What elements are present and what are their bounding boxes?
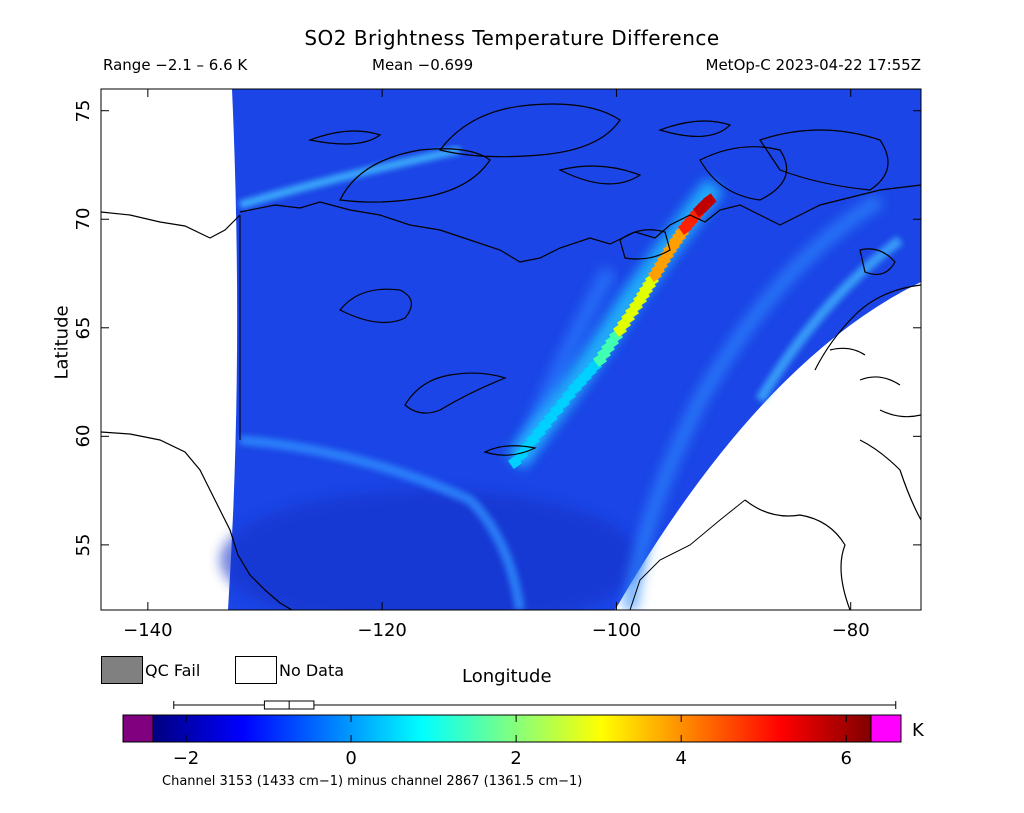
- distribution-boxplot: [173, 700, 897, 710]
- border-us-canada: [629, 499, 746, 610]
- swath-edge-arc: [623, 193, 884, 610]
- chart-title: SO2 Brightness Temperature Difference: [304, 26, 720, 50]
- x-tick-label: −120: [357, 620, 407, 641]
- swath-edge-arc: [239, 435, 525, 610]
- coastline-island: [699, 146, 788, 201]
- coastline-island: [759, 129, 889, 191]
- x-tick-label: −80: [831, 620, 870, 641]
- coastline-island: [658, 120, 732, 138]
- coastline-island: [438, 103, 621, 158]
- swath-edge-arc: [238, 146, 461, 209]
- coastline-alaska-north: [101, 211, 241, 239]
- y-tick-label: 55: [73, 533, 94, 557]
- coastline-island: [307, 130, 382, 145]
- x-tick-label: −100: [591, 620, 642, 641]
- satellite-time-readout: MetOp-C 2023-04-22 17:55Z: [705, 56, 921, 74]
- lake-great-bear: [339, 288, 412, 324]
- no-data-swatch: [235, 656, 277, 684]
- colorbar-gradient: [152, 714, 872, 743]
- coastline-northern-islands: [619, 229, 671, 260]
- colorbar-tick-label: 0: [345, 748, 357, 769]
- coastline-hudson-islands: [829, 347, 921, 418]
- qc-fail-swatch: [101, 656, 143, 684]
- coastline-island: [558, 165, 642, 185]
- range-readout: Range −2.1 – 6.6 K: [103, 56, 248, 74]
- coastline-arctic: [239, 184, 921, 263]
- lake-great-slave: [404, 372, 507, 414]
- colorbar-tick-label: 4: [675, 748, 687, 769]
- swath-edge-arc: [755, 236, 904, 403]
- colorbar-tick-label: −2: [172, 748, 200, 769]
- axis-ticks: [101, 89, 921, 610]
- y-tick-label: 65: [73, 316, 94, 340]
- colorbar-under: [122, 714, 154, 743]
- channel-footnote: Channel 3153 (1433 cm−1) minus channel 2…: [162, 774, 583, 789]
- coastlines: [101, 103, 921, 610]
- coastline-baffin: [859, 248, 896, 275]
- y-tick-label: 60: [73, 424, 94, 448]
- coastline-pacific: [101, 431, 293, 610]
- x-tick-label: −140: [123, 620, 173, 641]
- y-axis-label: Latitude: [51, 305, 73, 380]
- colorbar-tick-label: 6: [840, 748, 852, 769]
- qc-fail-label: QC Fail: [145, 661, 201, 680]
- map-area: [101, 89, 921, 610]
- colorbar-over: [870, 714, 902, 743]
- colorbar-unit: K: [912, 720, 924, 741]
- plot-frame: [100, 88, 922, 611]
- mean-readout: Mean −0.699: [372, 56, 474, 74]
- coastline-hudson-bay: [744, 284, 921, 610]
- coastline-island: [339, 148, 491, 203]
- x-axis-label: Longitude: [462, 666, 552, 687]
- no-data-label: No Data: [279, 661, 345, 680]
- y-tick-label: 70: [73, 207, 94, 231]
- y-tick-label: 75: [73, 99, 94, 123]
- borders: [239, 215, 746, 610]
- coastline-quebec: [859, 439, 921, 521]
- plume-cell: [702, 193, 717, 208]
- so2-plume: [508, 193, 717, 469]
- colorbar-tick-label: 2: [510, 748, 522, 769]
- swath-dark-patch: [220, 490, 640, 610]
- lake-athabasca: [483, 445, 537, 456]
- colorbar-ticks: [185, 715, 847, 742]
